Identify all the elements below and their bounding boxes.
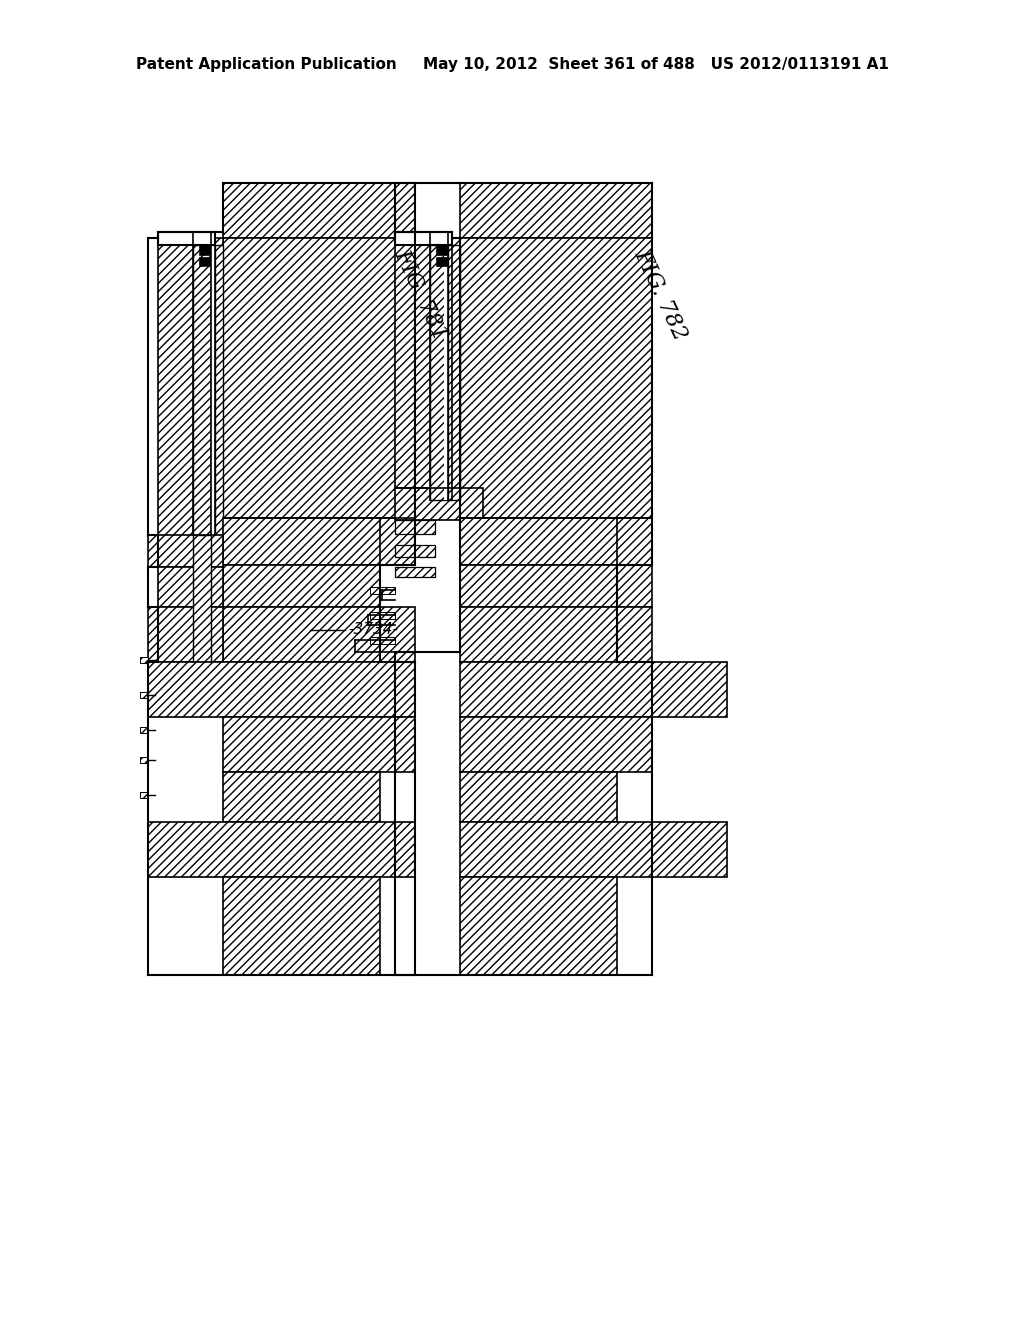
Bar — [148, 535, 223, 568]
Bar — [140, 792, 148, 799]
Bar — [223, 607, 415, 663]
Bar — [437, 246, 447, 255]
Bar — [395, 238, 460, 488]
Bar — [223, 772, 380, 822]
Bar — [223, 717, 415, 772]
Bar — [460, 183, 652, 238]
Bar — [140, 657, 148, 663]
Bar — [460, 607, 652, 663]
Bar — [140, 756, 148, 763]
Bar — [430, 246, 449, 500]
Bar — [158, 238, 223, 539]
Bar — [370, 612, 395, 619]
Bar — [460, 663, 727, 717]
Bar — [215, 246, 223, 535]
Bar — [158, 568, 223, 607]
Bar — [460, 565, 617, 620]
Text: Patent Application Publication     May 10, 2012  Sheet 361 of 488   US 2012/0113: Patent Application Publication May 10, 2… — [135, 58, 889, 73]
Bar — [158, 232, 215, 246]
Bar — [223, 565, 380, 607]
Bar — [437, 257, 447, 267]
Bar — [460, 772, 617, 822]
Bar — [148, 607, 223, 663]
Bar — [460, 717, 652, 772]
Text: FIG. 781: FIG. 781 — [390, 246, 452, 345]
Bar — [395, 488, 483, 520]
Bar — [395, 232, 452, 246]
Bar — [370, 638, 395, 644]
Bar — [449, 246, 460, 500]
Bar — [395, 545, 435, 557]
Bar — [460, 517, 652, 565]
Bar — [148, 822, 415, 876]
Bar — [460, 565, 652, 607]
Bar — [140, 692, 148, 698]
Bar — [395, 520, 435, 535]
Bar — [223, 517, 415, 565]
Bar — [193, 246, 211, 535]
Text: FIG. 782: FIG. 782 — [630, 246, 691, 345]
Bar — [460, 822, 727, 876]
Bar — [223, 876, 380, 975]
Bar — [223, 183, 415, 238]
Bar — [395, 568, 435, 577]
Bar — [200, 257, 210, 267]
Bar — [211, 246, 215, 535]
Bar — [370, 587, 395, 594]
Bar — [193, 535, 211, 663]
Bar — [140, 727, 148, 733]
Bar — [460, 876, 617, 975]
Bar — [460, 238, 652, 517]
Bar — [148, 663, 415, 717]
Bar — [444, 246, 449, 500]
Bar — [200, 246, 210, 255]
Bar — [223, 238, 415, 517]
Text: -3734-: -3734- — [348, 623, 398, 638]
